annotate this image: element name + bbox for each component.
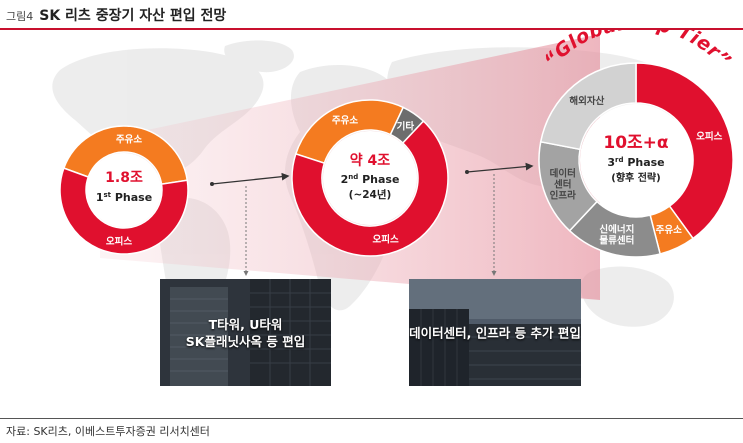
photo-1-caption-line-2: SK플래닛사옥 등 편입 [185,333,306,349]
greenland-shape [224,40,294,73]
figure-title: SK 리츠 중장기 자산 편입 전망 [39,8,227,24]
phase-2-segment-1-label: 주유소 [332,116,358,127]
phase-1-segment-2-label: 오피스 [106,235,132,247]
phase-2-center: 약 4조 2nd Phase (~24년) [341,152,400,201]
footer-rule [0,418,743,419]
phase-3-label: 3rd Phase [607,156,664,169]
phase-3-value: 10조+α [603,133,668,153]
photo-card-datacenter: 데이터센터, 인프라 등 추가 편입 [409,279,581,386]
phase-3-segment-1 [635,62,734,240]
phase-3-center: 10조+α 3rd Phase (향후 전략) [603,133,668,184]
phase-3-segment-3-label: 신에너지 물류센터 [599,224,634,247]
header-rule [0,28,743,30]
photo-1-caption: T타워, U타워 SK플래닛사옥 등 편입 [160,316,331,350]
phase-2-donut-hole [323,131,417,225]
office-tower-photo [160,279,331,386]
source-note: 자료: SK리츠, 이베스트투자증권 리서치센터 [6,425,210,438]
photo-2-caption: 데이터센터, 인프라 등 추가 편입 [409,324,581,341]
phase-1-donut-hole [87,153,161,227]
phase-1-segment-2 [59,167,189,255]
phase-2-segment-3-label: 오피스 [373,234,399,246]
phase-3-segment-5-label: 해외자산 [569,95,604,107]
photo-1-caption-line-1: T타워, U타워 [208,316,283,332]
phase-1-center: 1.8조 1st Phase [96,170,152,204]
phase-1-segment-1 [62,125,189,186]
figure-label: 그림4 [6,10,34,23]
phase-3-strategy: (향후 전략) [611,171,660,184]
phase-1-label: 1st Phase [96,191,152,204]
figure-header: 그림4 SK 리츠 중장기 자산 편입 전망 [6,5,226,27]
phase-3-segment-5 [539,62,637,151]
phase-1-segment-1-label: 주유소 [116,135,142,146]
datacenter-photo [409,279,581,386]
phase-2-value: 약 4조 [350,152,390,169]
photo-2-caption-line-1: 데이터센터, 인프라 등 추가 편입 [409,325,581,340]
phase-1-value: 1.8조 [105,170,143,186]
australia-shape [580,266,674,327]
phase-2-segment-2-label: 기타 [397,120,415,132]
phase-3-segment-1-label: 오피스 [696,131,722,143]
phase-2-segment-3 [291,120,449,257]
phase-2-label: 2nd Phase [341,173,400,186]
arrow-phase2-to-phase3 [466,162,534,173]
arrow-phase1-to-phase2 [211,172,290,185]
phase-3-donut-hole [580,104,692,216]
phase-3-segment-2-label: 주유소 [656,225,682,236]
phase-2-period: (~24년) [349,188,392,201]
phase-3-segment-4-label: 데이터 센터 인프라 [550,167,576,201]
photo-card-office-towers: T타워, U타워 SK플래닛사옥 등 편입 [160,279,331,386]
